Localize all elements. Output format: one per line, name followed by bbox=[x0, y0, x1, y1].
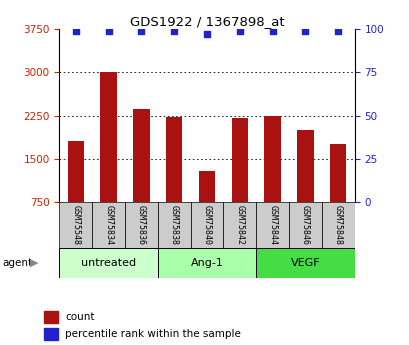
Bar bbox=[59, 202, 92, 248]
Point bbox=[203, 32, 210, 37]
Point bbox=[171, 28, 177, 34]
Bar bbox=[288, 202, 321, 248]
Point bbox=[301, 28, 308, 34]
Text: untreated: untreated bbox=[81, 258, 136, 268]
Point bbox=[72, 28, 79, 34]
Title: GDS1922 / 1367898_at: GDS1922 / 1367898_at bbox=[129, 15, 284, 28]
Point bbox=[236, 28, 243, 34]
Text: ▶: ▶ bbox=[29, 258, 38, 268]
Bar bbox=[321, 202, 354, 248]
Bar bbox=[264, 116, 280, 202]
Bar bbox=[297, 130, 313, 202]
Bar bbox=[329, 144, 346, 202]
Text: GSM75842: GSM75842 bbox=[235, 205, 244, 245]
Text: GSM75840: GSM75840 bbox=[202, 205, 211, 245]
Bar bbox=[256, 248, 354, 278]
Bar bbox=[92, 202, 125, 248]
Text: GSM75548: GSM75548 bbox=[71, 205, 80, 245]
Bar bbox=[157, 248, 256, 278]
Point bbox=[138, 28, 144, 34]
Bar bbox=[45, 310, 58, 323]
Bar bbox=[133, 109, 149, 202]
Bar bbox=[231, 118, 247, 202]
Bar bbox=[45, 328, 58, 340]
Text: GSM75848: GSM75848 bbox=[333, 205, 342, 245]
Bar bbox=[100, 72, 117, 202]
Text: GSM75836: GSM75836 bbox=[137, 205, 146, 245]
Bar bbox=[125, 202, 157, 248]
Point bbox=[105, 28, 112, 34]
Bar bbox=[256, 202, 288, 248]
Text: Ang-1: Ang-1 bbox=[190, 258, 223, 268]
Text: GSM75844: GSM75844 bbox=[267, 205, 276, 245]
Text: percentile rank within the sample: percentile rank within the sample bbox=[65, 329, 240, 339]
Bar bbox=[157, 202, 190, 248]
Text: VEGF: VEGF bbox=[290, 258, 319, 268]
Text: GSM75834: GSM75834 bbox=[104, 205, 113, 245]
Bar bbox=[190, 202, 223, 248]
Bar bbox=[223, 202, 256, 248]
Point bbox=[269, 28, 275, 34]
Text: GSM75846: GSM75846 bbox=[300, 205, 309, 245]
Bar bbox=[198, 171, 215, 202]
Text: agent: agent bbox=[2, 258, 32, 268]
Bar bbox=[67, 141, 84, 202]
Bar bbox=[166, 117, 182, 202]
Bar bbox=[59, 248, 157, 278]
Text: count: count bbox=[65, 312, 94, 322]
Text: GSM75838: GSM75838 bbox=[169, 205, 178, 245]
Point bbox=[334, 28, 341, 34]
